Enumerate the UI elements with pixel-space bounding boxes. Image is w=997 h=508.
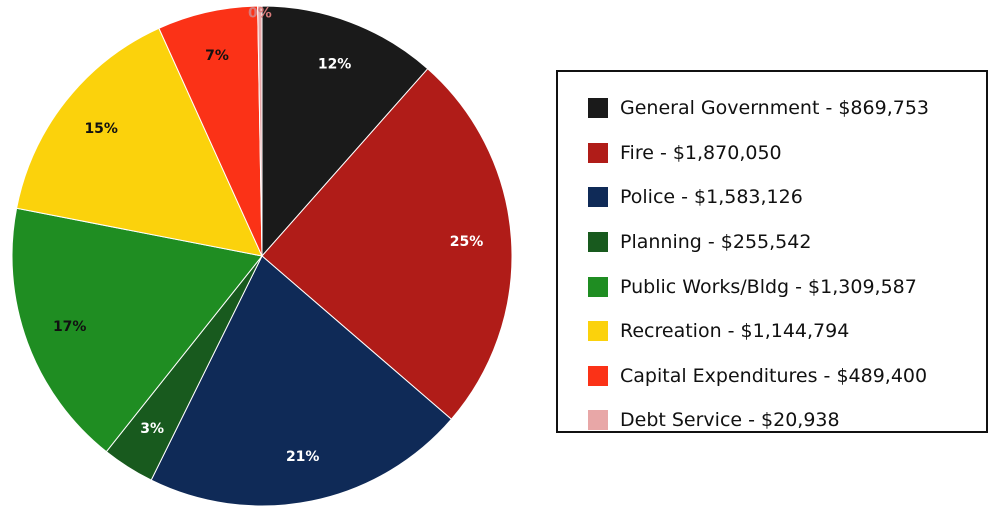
pie-slice-police (150, 255, 453, 507)
pie-chart-svg: 12% 25% 21% 3% 17% 15% 7% 0% (11, 5, 513, 507)
legend-label: Debt Service - $20,938 (620, 409, 840, 432)
chart-legend: General Government - $869,753 Fire - $1,8… (556, 70, 988, 433)
pie-slice-fire (261, 68, 513, 420)
pie-label-capital-expenditures: 7% (205, 48, 229, 64)
legend-label: Capital Expenditures - $489,400 (620, 364, 928, 387)
pie-chart: 12% 25% 21% 3% 17% 15% 7% 0% (11, 5, 513, 507)
pie-label-recreation: 15% (84, 121, 118, 137)
legend-swatch (588, 142, 608, 163)
legend-label: Police - $1,583,126 (620, 186, 803, 209)
legend-item-police: Police - $1,583,126 (588, 175, 986, 220)
legend-label: General Government - $869,753 (620, 97, 930, 120)
legend-swatch (588, 321, 608, 342)
legend-item-planning: Planning - $255,542 (588, 220, 986, 265)
legend-label: Planning - $255,542 (620, 231, 812, 254)
pie-label-general-government: 12% (318, 56, 352, 72)
legend-item-general-government: General Government - $869,753 (588, 86, 986, 131)
pie-slice-general-government (261, 5, 429, 258)
legend-item-debt-service: Debt Service - $20,938 (588, 398, 986, 443)
legend-swatch (588, 187, 608, 208)
pie-slice-debt-service (257, 5, 263, 257)
pie-label-planning: 3% (140, 421, 164, 437)
legend-label: Public Works/Bldg - $1,309,587 (620, 275, 917, 298)
pie-slice-recreation (16, 27, 263, 257)
pie-label-public-works-bldg: 17% (53, 319, 87, 335)
pie-label-debt-service: 0% (248, 6, 272, 22)
legend-swatch (588, 232, 608, 253)
pie-label-police: 21% (286, 449, 320, 465)
pie-slice-public-works-bldg (11, 207, 263, 453)
legend-swatch (588, 98, 608, 119)
pie-label-fire: 25% (450, 234, 484, 250)
legend-swatch (588, 410, 608, 431)
legend-item-fire: Fire - $1,870,050 (588, 131, 986, 176)
legend-item-recreation: Recreation - $1,144,794 (588, 309, 986, 354)
legend-item-capital-expenditures: Capital Expenditures - $489,400 (588, 354, 986, 399)
legend-swatch (588, 276, 608, 297)
legend-swatch (588, 365, 608, 386)
legend-label: Fire - $1,870,050 (620, 141, 782, 164)
legend-label: Recreation - $1,144,794 (620, 320, 850, 343)
legend-item-public-works-bldg: Public Works/Bldg - $1,309,587 (588, 264, 986, 309)
